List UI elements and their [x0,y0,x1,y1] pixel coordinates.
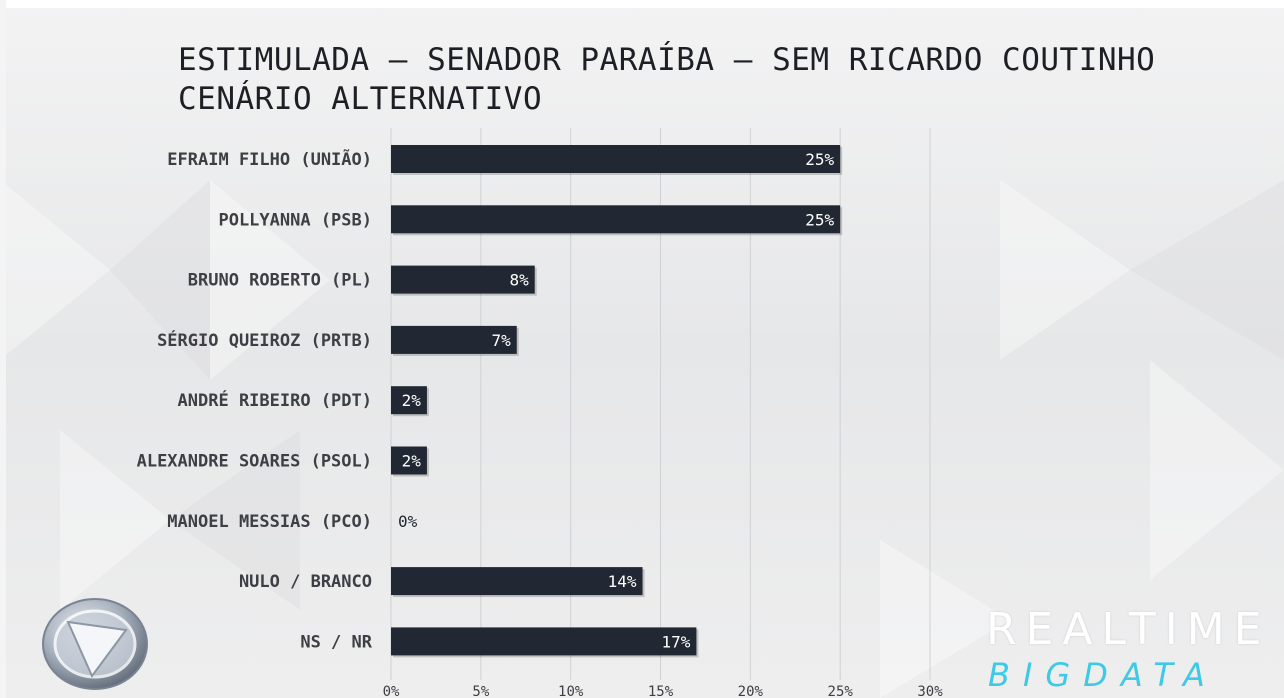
category-label: EFRAIM FILHO (UNIÃO) [167,147,372,170]
brand-top-text: REALTIME [986,604,1271,655]
x-tick-label: 30% [917,684,943,698]
x-tick-label: 15% [648,684,674,698]
data-label: 17% [662,632,691,651]
chart-subtitle: CENÁRIO ALTERNATIVO [178,81,543,117]
category-label: ALEXANDRE SOARES (PSOL) [137,452,372,472]
category-label: SÉRGIO QUEIROZ (PRTB) [157,329,372,351]
data-label: 8% [509,271,529,290]
bar [391,265,535,294]
category-label: MANOEL MESSIAS (PCO) [167,512,372,532]
record-tv-logo [42,598,148,690]
x-tick-label: 20% [738,684,764,698]
category-label: NS / NR [300,632,372,652]
bar [391,325,517,354]
bar [391,446,427,475]
bar [391,205,841,234]
chart-title: ESTIMULADA – SENADOR PARAÍBA – SEM RICAR… [178,42,1156,78]
data-label: 0% [398,512,418,531]
bar [391,567,643,596]
x-tick-label: 25% [828,684,854,698]
left-border [0,0,6,698]
x-tick-label: 5% [472,684,489,698]
bars: 25% 25% 8% 7% 2% 2% 0% 14% 17% [391,145,843,658]
x-axis-ticks: 0% 5% 10% 15% 20% 25% 30% [383,684,944,698]
x-tick-label: 0% [383,684,400,698]
category-label: ANDRÉ RIBEIRO (PDT) [178,389,372,411]
realtime-bigdata-logo: REALTIME BIGDATA [986,604,1262,698]
category-label: BRUNO ROBERTO (PL) [188,271,372,291]
data-label: 25% [805,210,834,229]
category-label: POLLYANNA (PSB) [218,210,372,230]
data-label: 7% [492,331,512,350]
category-labels: EFRAIM FILHO (UNIÃO) POLLYANNA (PSB) BRUNO… [137,147,373,652]
category-label: NULO / BRANCO [239,572,372,592]
data-label: 2% [402,391,422,410]
bar [391,386,427,415]
bar [391,627,697,656]
top-border [0,0,1284,8]
data-label: 25% [805,150,834,169]
brand-bottom-text: BIGDATA [988,656,1218,694]
data-label: 2% [402,452,422,471]
data-label: 14% [608,572,637,591]
x-tick-label: 10% [558,684,584,698]
bar [391,145,841,173]
